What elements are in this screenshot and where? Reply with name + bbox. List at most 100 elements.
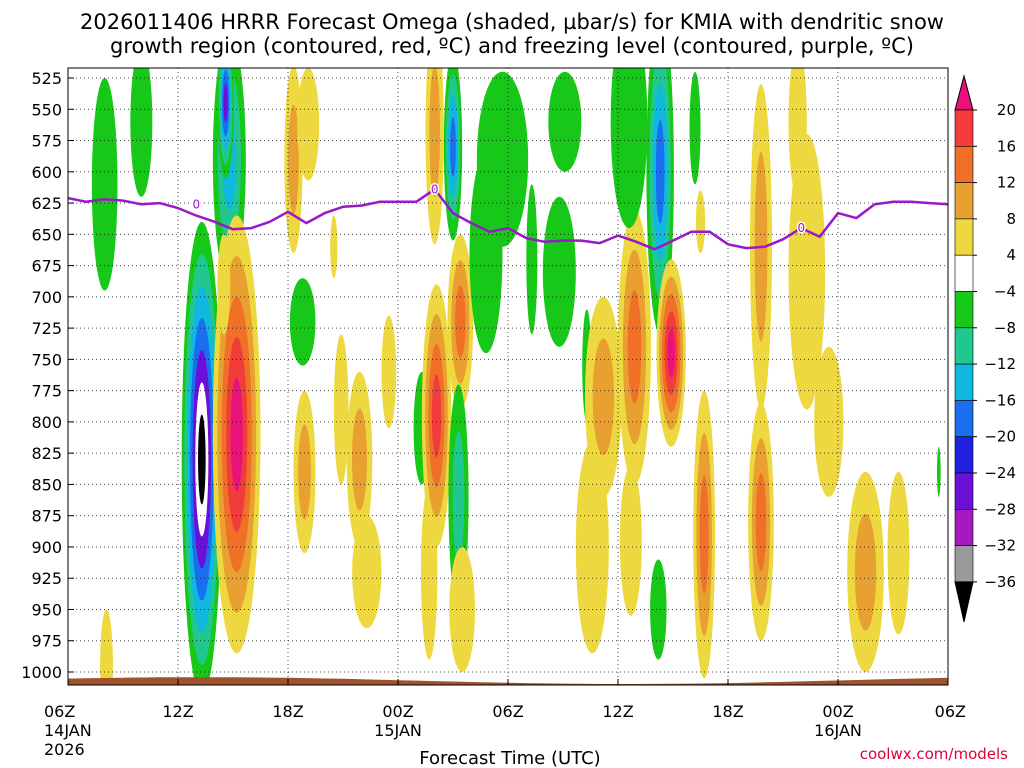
colorbar-swatch-1 [954,109,974,147]
omega-cell-7-level-0 [217,234,231,335]
xtick-label-24: 06Z [492,702,523,721]
omega-cell-0-level-0 [100,609,113,685]
omega-cell-8-level-1 [288,104,299,214]
colorbar-swatch-5 [954,254,974,292]
omega-cell-27-level-0 [548,71,582,172]
omega-cell-20-level-3 [431,373,442,458]
omega-cell-11-level-0 [297,68,320,181]
freezing-level-label-1: 0 [431,182,439,196]
omega-cell-16-level-0 [381,315,397,429]
ytick-label-800: 800 [31,413,62,432]
omega-cell-6-level-4 [230,377,243,492]
colorbar-bottom-arrow [954,581,974,623]
omega-cell-10-level-0 [330,215,338,279]
colorbar-label-7: −12 [984,355,1016,373]
omega-cell-21-level-2 [455,285,466,358]
x-axis-label: Forecast Time (UTC) [419,748,600,768]
ytick-label-925: 925 [31,569,62,588]
ytick-label-725: 725 [31,319,62,338]
site-credit: coolwx.com/models [860,745,1008,763]
colorbar-label-9: −20 [984,428,1016,446]
colorbar-swatch-9 [954,400,974,437]
colorbar-label-4: 4 [1006,246,1016,264]
omega-cell-47-level-1 [854,513,877,631]
ytick-label-850: 850 [31,475,62,494]
omega-cell-12-level-0 [289,278,316,366]
ytick-label-625: 625 [31,194,62,213]
colorbar-swatch-4 [954,218,974,256]
ytick-label-550: 550 [31,100,62,119]
ytick-label-825: 825 [31,444,62,463]
y-axis: 525 550 575 600 625 650 675 700 725 750 775 800 825 8… [21,69,74,682]
colorbar-swatch-8 [954,363,974,401]
colorbar-label-5: −4 [994,283,1016,301]
colorbar-swatch-10 [954,436,974,474]
colorbar-label-0: 20 [997,101,1016,119]
xtick-label-6: 12Z [162,702,193,721]
colorbar-label-8: −16 [984,391,1016,409]
omega-shading [91,68,941,685]
omega-cell-1-level-0 [91,78,118,291]
colorbar-swatch-6 [954,291,974,329]
colorbar-label-3: 8 [1006,210,1016,228]
colorbar-top-arrow [954,74,974,111]
ytick-label-650: 650 [31,225,62,244]
ytick-label-700: 700 [31,288,62,307]
freezing-level-label-0: 0 [193,197,201,211]
colorbar-swatch-13 [954,545,974,583]
colorbar-label-6: −8 [994,319,1016,337]
ytick-label-975: 975 [31,632,62,651]
omega-cell-29-level-0 [526,184,538,335]
colorbar-label-10: −24 [984,464,1016,482]
freezing-level-line [68,188,948,251]
xtick-date-42: 16JAN [814,721,862,740]
omega-cell-43-level-2 [755,473,767,571]
xtick-label-48: 06Z [935,702,966,721]
omega-cell-37-level-4 [667,328,675,378]
omega-cell-46-level-0 [788,68,807,197]
colorbar-label-2: 12 [997,174,1016,192]
omega-cell-41-level-0 [695,190,706,254]
xtick-date-0: 14JAN [44,721,92,740]
colorbar-label-13: −36 [984,573,1016,591]
colorbar-label-1: 16 [997,137,1016,155]
omega-cell-28-level-0 [542,196,576,347]
omega-cell-49-level-0 [937,446,941,497]
omega-cell-39-level-2 [699,475,709,594]
title-line-2: growth region (contoured, red, ºC) and f… [110,34,914,58]
omega-cell-23-level-0 [449,546,475,672]
ytick-label-600: 600 [31,163,62,182]
colorbar-swatch-11 [954,472,974,510]
xtick-label-42: 00Z [822,702,853,721]
ytick-label-875: 875 [31,507,62,526]
ytick-label-1000: 1000 [21,663,62,682]
colorbar-label-11: −28 [984,500,1016,518]
omega-cell-22-level-1 [452,431,465,563]
colorbar-label-12: −32 [984,537,1016,555]
colorbar: 20 16 12 8 4 −4 −8 −12 −16 −20 −24 −28 −32 −36 [954,74,1016,623]
title-line-1: 2026011406 HRRR Forecast Omega (shaded, … [80,10,944,34]
freezing-level-layer: 0 0 0 [68,181,948,251]
ytick-label-900: 900 [31,538,62,557]
omega-cell-33-level-2 [627,290,642,404]
xtick-date-18: 15JAN [374,721,422,740]
omega-cell-13-level-0 [333,334,349,485]
omega-cell-14-level-1 [352,408,367,511]
omega-cell-38-level-0 [650,559,667,660]
xtick-label-18: 00Z [382,702,413,721]
omega-cell-9-level-1 [298,424,311,520]
colorbar-swatch-12 [954,508,974,546]
ytick-label-750: 750 [31,350,62,369]
omega-cell-35-level-0 [610,68,648,229]
omega-cell-24-level-3 [450,116,456,177]
omega-cell-4-level-4 [223,83,228,123]
omega-cell-2-level-0 [130,68,153,197]
xtick-label-12: 18Z [272,702,303,721]
ytick-label-775: 775 [31,382,62,401]
ytick-label-950: 950 [31,600,62,619]
colorbar-swatch-7 [954,327,974,365]
omega-cell-48-level-0 [887,471,910,635]
xtick-label-30: 12Z [602,702,633,721]
